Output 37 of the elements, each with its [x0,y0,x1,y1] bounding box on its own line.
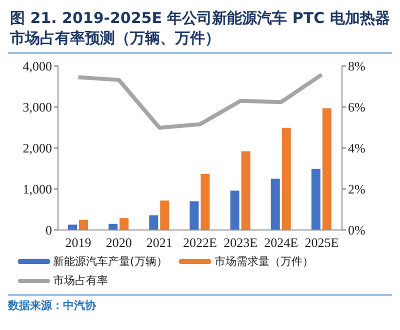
x-tick-label: 2025E [304,235,339,250]
bar [241,151,250,230]
bar [230,190,240,230]
bar [270,178,280,230]
y-tick-label: 3,000 [22,100,52,115]
y2-tick-label: 0% [348,222,366,238]
bar [282,128,291,230]
bar [149,215,158,230]
x-tick-label: 2020 [106,235,132,250]
y-tick-label: 0 [46,222,52,238]
legend-label: 市场需求量（万件） [214,254,314,269]
legend-label: 市场占有率 [53,273,108,288]
bar [190,201,199,230]
bar [200,174,210,230]
bar [160,200,170,230]
y-tick-label: 2,000 [22,140,52,156]
source-note: 数据来源：中汽协 [8,298,97,313]
x-tick-label: 2024E [264,235,298,250]
bar [120,218,129,230]
x-tick-label: 2022E [183,235,218,250]
legend-label: 新能源汽车产量(万辆） [53,254,168,269]
bar [68,224,77,230]
bar [311,168,320,230]
y2-tick-label: 8% [348,58,366,74]
x-tick-label: 2023E [224,235,258,250]
bar [79,220,88,230]
x-tick-label: 2021 [146,235,172,250]
bar [108,224,118,230]
chart-title: 图 21. 2019-2025E 年公司新能源汽车 PTC 电加热器市场占有率预测（万辆、万件） [8,8,392,54]
y2-tick-label: 4% [348,140,366,156]
bar [322,108,332,230]
y-tick-label: 1,000 [22,182,52,197]
line-series [76,72,324,130]
y2-tick-label: 6% [348,100,366,115]
y-tick-label: 4,000 [22,58,52,74]
x-tick-label: 2019 [65,235,92,250]
y2-tick-label: 2% [348,182,366,197]
